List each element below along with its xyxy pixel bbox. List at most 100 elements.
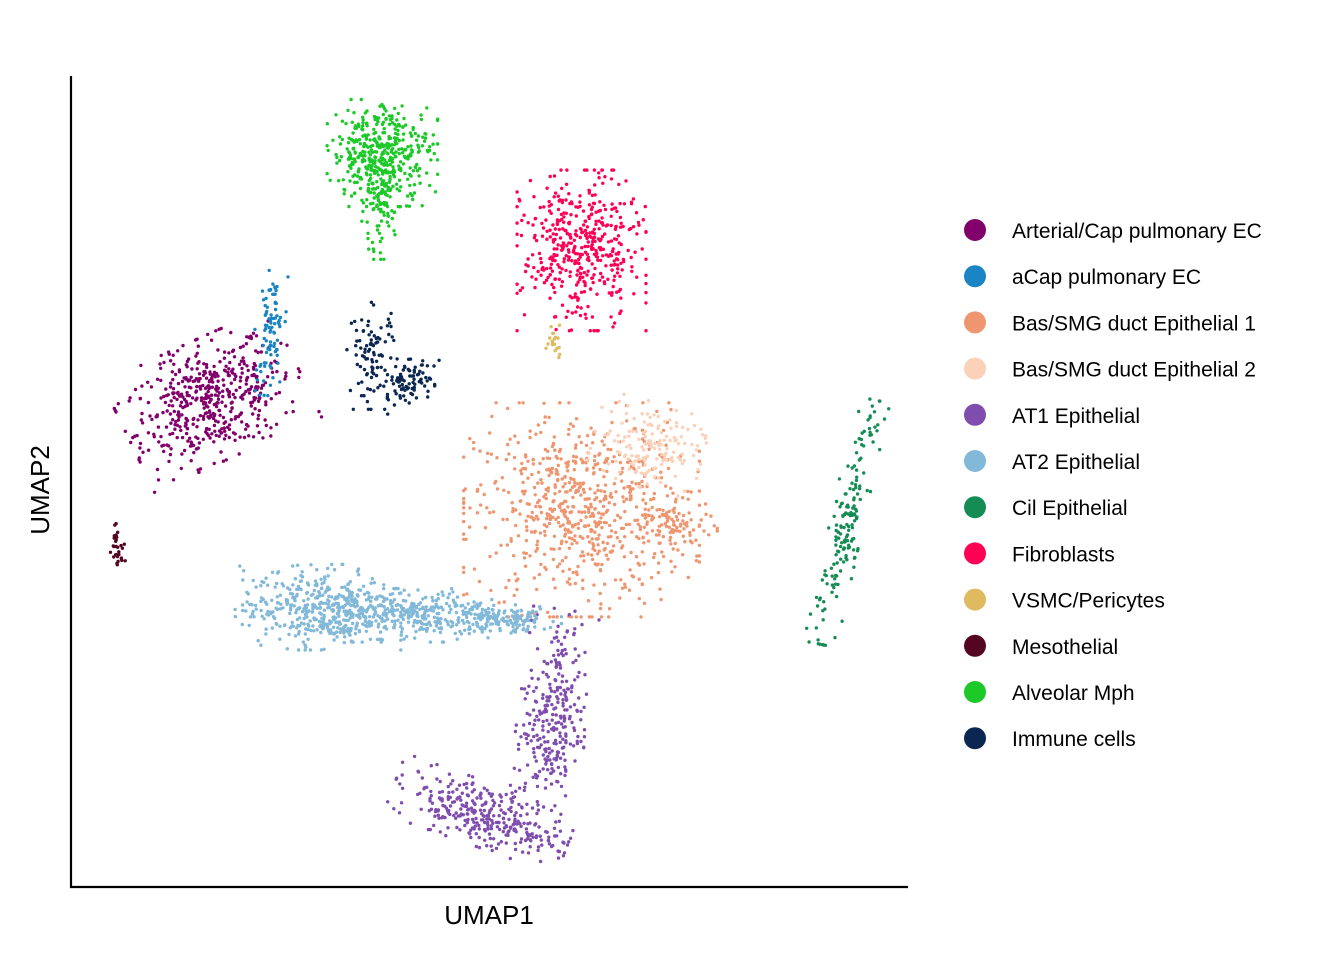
- data-point: [390, 114, 394, 118]
- data-point: [378, 630, 383, 634]
- data-point: [270, 626, 274, 630]
- data-point: [515, 232, 519, 236]
- data-point: [268, 330, 272, 334]
- data-point: [540, 481, 544, 485]
- data-point: [578, 275, 582, 280]
- data-point: [393, 619, 397, 623]
- data-point: [596, 488, 600, 492]
- data-point: [559, 509, 564, 513]
- data-point: [559, 722, 564, 726]
- data-point: [372, 131, 376, 136]
- data-point: [386, 607, 390, 611]
- data-point: [466, 602, 470, 606]
- data-point: [561, 485, 565, 489]
- data-point: [631, 575, 636, 579]
- data-point: [620, 470, 624, 474]
- data-point: [156, 425, 161, 429]
- data-point: [834, 543, 838, 547]
- data-point: [224, 364, 228, 368]
- data-point: [559, 621, 564, 626]
- data-point: [376, 625, 380, 629]
- data-point: [169, 447, 173, 451]
- data-point: [688, 533, 692, 537]
- data-point: [446, 811, 451, 815]
- data-point: [233, 614, 237, 619]
- data-point: [365, 357, 370, 361]
- data-point: [579, 718, 583, 722]
- data-point: [573, 627, 577, 631]
- data-point: [514, 508, 518, 512]
- data-point: [488, 431, 492, 435]
- data-point: [547, 467, 551, 471]
- data-point: [673, 500, 678, 504]
- data-point: [468, 607, 472, 612]
- data-point: [567, 546, 572, 550]
- data-point: [536, 845, 541, 849]
- data-point: [176, 418, 181, 422]
- data-point: [618, 596, 622, 600]
- data-point: [409, 391, 413, 396]
- data-point: [807, 640, 811, 644]
- data-point: [393, 127, 397, 131]
- data-point: [249, 404, 253, 408]
- data-point: [549, 844, 554, 849]
- data-point: [518, 499, 522, 503]
- data-point: [858, 484, 862, 488]
- data-point: [640, 445, 644, 449]
- data-point: [275, 353, 279, 357]
- data-point: [387, 134, 391, 139]
- data-point: [398, 375, 403, 379]
- data-point: [303, 632, 307, 636]
- data-point: [565, 232, 570, 236]
- data-point: [392, 614, 396, 618]
- data-point: [665, 511, 669, 515]
- data-point: [556, 697, 560, 701]
- data-point: [578, 235, 582, 240]
- data-point: [515, 618, 520, 622]
- data-point: [566, 258, 571, 262]
- data-point: [172, 362, 176, 366]
- data-point: [694, 559, 699, 563]
- data-point: [427, 809, 431, 813]
- data-point: [291, 409, 295, 414]
- data-point: [372, 389, 376, 393]
- data-point: [470, 790, 474, 794]
- data-point: [284, 310, 288, 314]
- data-point: [283, 623, 287, 627]
- data-point: [217, 408, 221, 413]
- data-point: [365, 122, 369, 127]
- data-point: [520, 286, 525, 290]
- data-point: [259, 599, 263, 604]
- data-point: [369, 300, 374, 304]
- data-point: [504, 841, 508, 845]
- data-point: [533, 755, 537, 759]
- data-point: [551, 615, 556, 619]
- data-point: [379, 603, 383, 608]
- data-point: [583, 250, 588, 254]
- data-point: [462, 496, 466, 501]
- data-point: [629, 200, 634, 204]
- data-point: [384, 379, 388, 383]
- data-point: [878, 399, 882, 403]
- data-point: [665, 494, 670, 498]
- data-point: [497, 814, 501, 818]
- data-point: [528, 630, 532, 635]
- data-point: [630, 265, 634, 269]
- data-point: [367, 158, 372, 162]
- data-point: [523, 467, 528, 471]
- data-point: [572, 477, 576, 482]
- data-point: [382, 583, 386, 587]
- data-point: [613, 274, 617, 278]
- data-point: [551, 619, 555, 624]
- data-point: [561, 840, 565, 844]
- data-point: [210, 432, 214, 436]
- data-point: [618, 451, 622, 455]
- data-point: [139, 418, 143, 422]
- data-point: [536, 423, 540, 427]
- data-point: [555, 754, 559, 759]
- data-point: [539, 743, 543, 747]
- data-point: [607, 607, 612, 611]
- data-point: [591, 472, 596, 476]
- data-point: [361, 201, 366, 205]
- data-point: [159, 353, 163, 358]
